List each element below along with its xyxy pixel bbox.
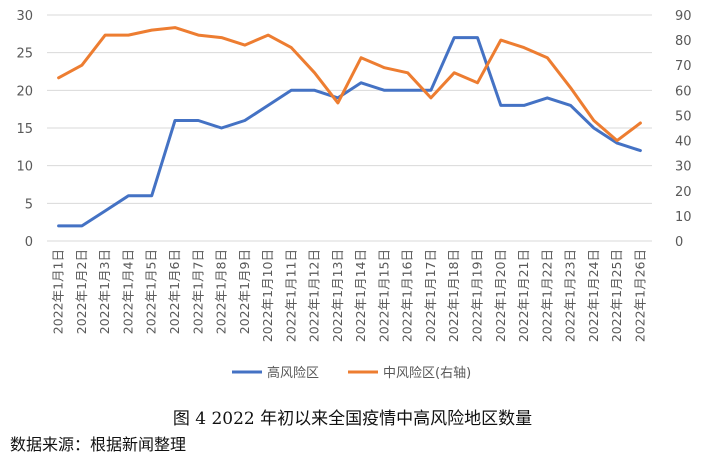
left-tick-label: 20 bbox=[16, 84, 33, 99]
x-tick-label: 2022年1月7日 bbox=[190, 249, 205, 334]
series-line-2 bbox=[57, 26, 642, 143]
left-tick-label: 0 bbox=[25, 235, 33, 250]
x-tick-label: 2022年1月24日 bbox=[586, 249, 601, 342]
x-tick-label: 2022年1月14日 bbox=[353, 249, 368, 342]
x-tick-label: 2022年1月16日 bbox=[400, 249, 415, 342]
left-axis-ticks: 0 5 10 15 20 25 30 bbox=[16, 9, 33, 250]
left-tick-label: 25 bbox=[16, 47, 33, 62]
right-tick-label: 80 bbox=[675, 34, 692, 49]
right-tick-label: 20 bbox=[675, 185, 692, 200]
x-tick-label: 2022年1月13日 bbox=[330, 249, 345, 342]
legend-label: 中风险区(右轴) bbox=[383, 366, 471, 381]
left-tick-label: 30 bbox=[16, 9, 33, 24]
x-tick-label: 2022年1月20日 bbox=[493, 249, 508, 342]
x-tick-label: 2022年1月10日 bbox=[260, 249, 275, 342]
x-tick-label: 2022年1月12日 bbox=[307, 249, 322, 342]
x-tick-label: 2022年1月4日 bbox=[120, 249, 135, 334]
left-tick-label: 15 bbox=[16, 122, 33, 137]
chart: 0 5 10 15 20 25 30 0 10 20 30 40 50 60 70 80 90 2022年1月… bbox=[16, 9, 692, 381]
x-tick-label: 2022年1月2日 bbox=[74, 249, 89, 334]
right-tick-label: 30 bbox=[675, 160, 692, 175]
x-tick-label: 2022年1月9日 bbox=[237, 249, 252, 334]
gridlines bbox=[47, 14, 652, 242]
right-tick-label: 70 bbox=[675, 59, 692, 74]
x-tick-label: 2022年1月17日 bbox=[423, 249, 438, 342]
x-tick-label: 2022年1月8日 bbox=[214, 249, 229, 334]
x-tick-label: 2022年1月22日 bbox=[539, 249, 554, 342]
right-tick-label: 50 bbox=[675, 109, 692, 124]
x-tick-label: 2022年1月3日 bbox=[97, 249, 112, 334]
series-lines bbox=[57, 26, 642, 228]
right-tick-label: 90 bbox=[675, 9, 692, 24]
right-axis-ticks: 0 10 20 30 40 50 60 70 80 90 bbox=[675, 9, 692, 250]
x-tick-label: 2022年1月11日 bbox=[283, 249, 298, 342]
x-axis-labels: 2022年1月1日 2022年1月2日 2022年1月3日 2022年1月4日 2022… bbox=[51, 249, 648, 342]
x-tick-label: 2022年1月21日 bbox=[516, 249, 531, 342]
figure-caption: 图 4 2022 年初以来全国疫情中高风险地区数量 bbox=[172, 409, 533, 429]
x-tick-label: 2022年1月26日 bbox=[632, 249, 647, 342]
x-tick-label: 2022年1月25日 bbox=[609, 249, 624, 342]
x-tick-label: 2022年1月15日 bbox=[376, 249, 391, 342]
data-source: 数据来源：根据新闻整理 bbox=[10, 435, 187, 454]
left-tick-label: 5 bbox=[25, 197, 33, 212]
x-tick-label: 2022年1月23日 bbox=[563, 249, 578, 342]
x-tick-label: 2022年1月19日 bbox=[469, 249, 484, 342]
series-line-1 bbox=[57, 36, 642, 228]
x-tick-label: 2022年1月1日 bbox=[51, 249, 66, 334]
x-tick-label: 2022年1月5日 bbox=[144, 249, 159, 334]
x-tick-label: 2022年1月6日 bbox=[167, 249, 182, 334]
legend-label: 高风险区 bbox=[267, 365, 319, 381]
right-tick-label: 10 bbox=[675, 210, 692, 225]
right-tick-label: 60 bbox=[675, 84, 692, 99]
legend: 高风险区 中风险区(右轴) bbox=[232, 365, 471, 381]
right-tick-label: 40 bbox=[675, 135, 692, 150]
x-tick-label: 2022年1月18日 bbox=[446, 249, 461, 342]
right-tick-label: 0 bbox=[675, 235, 683, 250]
left-tick-label: 10 bbox=[16, 160, 33, 175]
